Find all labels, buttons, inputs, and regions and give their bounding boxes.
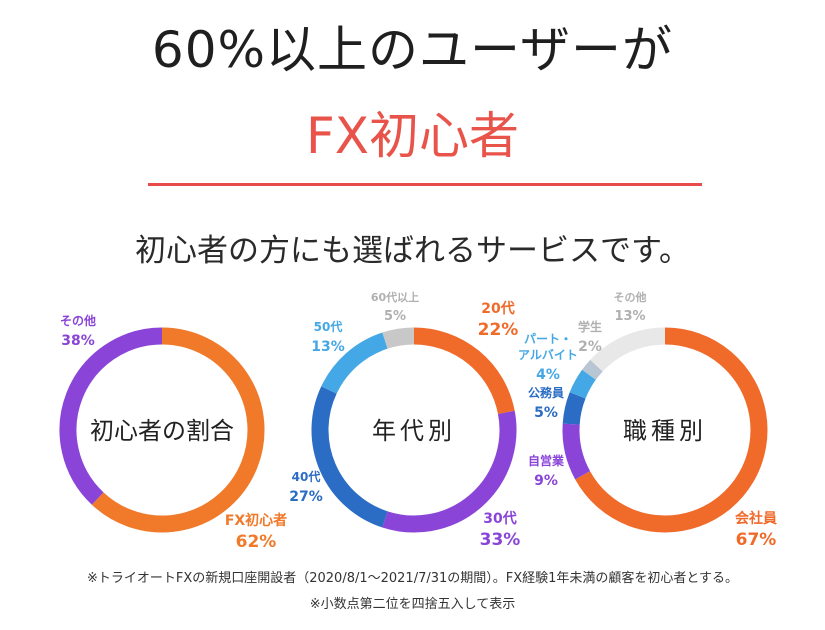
donut-center-title: 初心者の割合 xyxy=(90,417,234,445)
donut-slice xyxy=(562,392,586,425)
slice-value-label: 4% xyxy=(536,367,560,383)
headline-subtitle: 初心者の方にも選ばれるサービスです。 xyxy=(135,233,690,269)
slice-name-label: 30代 xyxy=(483,510,516,527)
slice-value-label: 5% xyxy=(384,309,406,324)
slice-name-label: 50代 xyxy=(314,319,343,334)
slice-value-label: 67% xyxy=(736,530,777,550)
slice-name-label: 60代以上 xyxy=(371,290,419,304)
slice-name-label: アルバイト xyxy=(518,348,578,362)
donut-slice xyxy=(59,327,163,505)
slice-value-label: 33% xyxy=(480,530,521,550)
donut-slice xyxy=(382,410,517,533)
headline-highlight: FX初心者 xyxy=(305,107,519,165)
donut-slice xyxy=(311,386,388,528)
slice-name-label: その他 xyxy=(60,313,96,328)
slice-name-label: パート・ xyxy=(524,332,572,346)
donut-center-title: 年代別 xyxy=(372,417,456,445)
footnote-source: ※トライオートFXの新規口座開設者（2020/8/1〜2021/7/31の期間）… xyxy=(86,571,739,586)
slice-value-label: 38% xyxy=(61,333,95,349)
donut-slice xyxy=(582,359,603,380)
slice-value-label: 62% xyxy=(236,532,277,552)
slice-value-label: 9% xyxy=(534,473,558,489)
slice-name-label: 会社員 xyxy=(735,510,777,527)
slice-name-label: その他 xyxy=(614,290,647,304)
slice-value-label: 13% xyxy=(311,339,345,355)
donut-center-title: 職種別 xyxy=(623,417,707,445)
footnote-rounding: ※小数点第二位を四捨五入して表示 xyxy=(309,597,516,612)
divider xyxy=(148,183,702,186)
donut-slice xyxy=(321,332,388,394)
slice-value-label: 27% xyxy=(289,489,323,505)
slice-value-label: 22% xyxy=(478,320,519,340)
slice-name-label: 40代 xyxy=(292,469,321,484)
slice-value-label: 2% xyxy=(578,339,602,355)
slice-name-label: 自営業 xyxy=(528,453,565,468)
donut-slice xyxy=(413,327,515,415)
slice-name-label: 学生 xyxy=(578,319,602,334)
donut-slice xyxy=(569,369,596,399)
donut-slice xyxy=(91,327,265,533)
donut-slice xyxy=(575,327,768,533)
slice-value-label: 13% xyxy=(614,309,645,324)
donut-charts: FX初心者 62% その他 38% 初心者の割合 20代 22% 30代 33% 40代 27% 50… xyxy=(59,290,777,552)
headline-title: 60%以上のユーザーが xyxy=(151,21,674,79)
donut-slice xyxy=(590,327,666,372)
slice-value-label: 5% xyxy=(534,405,558,421)
slice-name-label: 公務員 xyxy=(528,385,564,400)
slice-name-label: FX初心者 xyxy=(225,512,287,529)
slice-name-label: 20代 xyxy=(481,300,514,317)
donut-slice xyxy=(562,423,591,480)
donut-slice xyxy=(382,327,415,349)
